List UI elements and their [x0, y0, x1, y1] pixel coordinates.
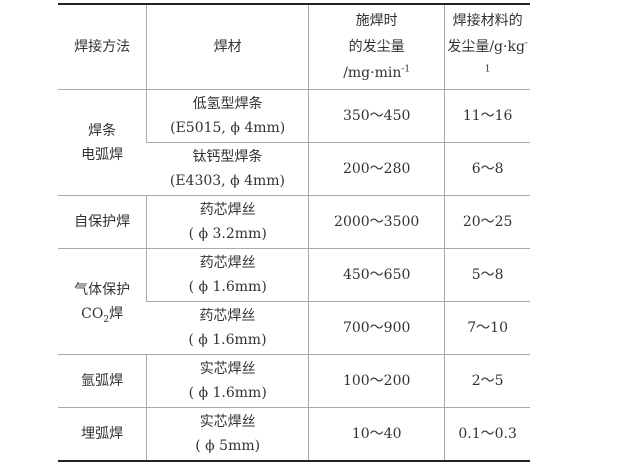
material-name: 实芯焊丝: [199, 414, 256, 430]
weld-text: 焊: [109, 305, 124, 322]
method-smaw-line1: 焊条: [88, 122, 117, 139]
co2-subscript: 2: [103, 314, 110, 325]
method-gas-line1: 气体保护: [74, 281, 131, 298]
table-row: 钛钙型焊条 (E4303, ϕ 4mm) 200～280 6～8: [58, 142, 530, 196]
material-spec: ( ϕ 3.2mm): [188, 226, 267, 242]
material-spec: (E4303, ϕ 4mm): [169, 173, 285, 189]
amount-cell: 2～5: [444, 354, 530, 408]
material-cell: 实芯焊丝 ( ϕ 1.6mm): [146, 354, 309, 408]
rate-cell: 10～40: [308, 407, 445, 461]
method-gas-co2: 气体保护 CO2焊: [58, 248, 147, 355]
header-row: 焊接方法 焊材 施焊时 的发尘量/mg·min-1 焊接材料的 发尘量/g·kg-1: [58, 3, 530, 90]
header-rate: 施焊时的发尘量/mg·min-1: [308, 3, 445, 90]
table-row: 气体保护 CO2焊 药芯焊丝 ( ϕ 1.6mm) 450～650 5～8: [58, 248, 530, 355]
material-name: 钛钙型焊条: [192, 149, 263, 165]
table-row: 药芯焊丝 ( ϕ 1.6mm) 700～900 7～10: [58, 301, 530, 355]
rate-cell: 2000～3500: [308, 195, 445, 249]
rate-cell: 350～450: [308, 89, 445, 143]
material-name: 药芯焊丝: [199, 308, 256, 324]
method-self-shielded: 自保护焊: [58, 195, 147, 249]
rate-cell: 200～280: [308, 142, 445, 196]
material-name: 药芯焊丝: [199, 202, 256, 218]
table-row: 埋弧焊 实芯焊丝 ( ϕ 5mm) 10～40 0.1～0.3: [58, 407, 530, 461]
header-amount: 焊接材料的发尘量/g·kg-1: [444, 3, 530, 90]
amount-cell: 7～10: [444, 301, 530, 355]
material-cell: 实芯焊丝 ( ϕ 5mm): [146, 407, 309, 461]
material-spec: ( ϕ 1.6mm): [188, 385, 267, 401]
header-rate-line1: 施焊时: [355, 13, 398, 29]
amount-unit: 发尘量/g·kg: [447, 39, 525, 55]
rate-cell: 450～650: [308, 248, 445, 302]
header-method: 焊接方法: [58, 3, 147, 90]
method-submerged-arc: 埋弧焊: [58, 407, 147, 461]
amount-exp: -1: [484, 38, 528, 75]
amount-cell: 0.1～0.3: [444, 407, 530, 461]
method-smaw-line2: 电弧焊: [81, 146, 124, 163]
material-name: 低氢型焊条: [192, 96, 263, 112]
rate-cell: 100～200: [308, 354, 445, 408]
table-row: 氩弧焊 实芯焊丝 ( ϕ 1.6mm) 100～200 2～5: [58, 354, 530, 408]
material-cell: 钛钙型焊条 (E4303, ϕ 4mm): [146, 142, 309, 196]
material-spec: (E5015, ϕ 4mm): [170, 120, 286, 136]
header-amount-line1: 焊接材料的: [452, 13, 523, 29]
material-cell: 药芯焊丝 ( ϕ 1.6mm): [146, 248, 309, 302]
table-row: 自保护焊 药芯焊丝 ( ϕ 3.2mm) 2000～3500 20～25: [58, 195, 530, 249]
header-rate-unit: /mg·min-1: [309, 60, 444, 86]
rate-cell: 700～900: [308, 301, 445, 355]
material-name: 实芯焊丝: [199, 361, 256, 377]
amount-cell: 5～8: [444, 248, 530, 302]
header-amount-line2: 发尘量/g·kg-1: [445, 34, 530, 86]
rate-unit: /mg·min: [343, 65, 402, 81]
welding-dust-table: 焊接方法 焊材 施焊时 的发尘量/mg·min-1 焊接材料的 发尘量/g·kg-1…: [58, 3, 530, 462]
amount-cell: 11～16: [444, 89, 530, 143]
material-cell: 药芯焊丝 ( ϕ 3.2mm): [146, 195, 309, 249]
material-spec: ( ϕ 5mm): [195, 438, 261, 454]
co-text: CO: [81, 305, 104, 322]
method-argon-arc: 氩弧焊: [58, 354, 147, 408]
material-spec: ( ϕ 1.6mm): [188, 332, 267, 348]
material-spec: ( ϕ 1.6mm): [188, 279, 267, 295]
method-smaw: 焊条 电弧焊: [58, 89, 147, 196]
table-row: 焊条电弧焊 低氢型焊条 (E5015, ϕ 4mm) 350～450 11～16: [58, 89, 530, 196]
material-cell: 药芯焊丝 ( ϕ 1.6mm): [146, 301, 309, 355]
amount-cell: 20～25: [444, 195, 530, 249]
amount-cell: 6～8: [444, 142, 530, 196]
method-gas-line2: CO2焊: [58, 302, 146, 326]
rate-exp: -1: [401, 64, 411, 75]
header-material: 焊材: [146, 3, 309, 90]
material-cell: 低氢型焊条 (E5015, ϕ 4mm): [146, 89, 309, 143]
material-name: 药芯焊丝: [199, 255, 256, 271]
header-rate-line2: 的发尘量: [348, 39, 405, 55]
